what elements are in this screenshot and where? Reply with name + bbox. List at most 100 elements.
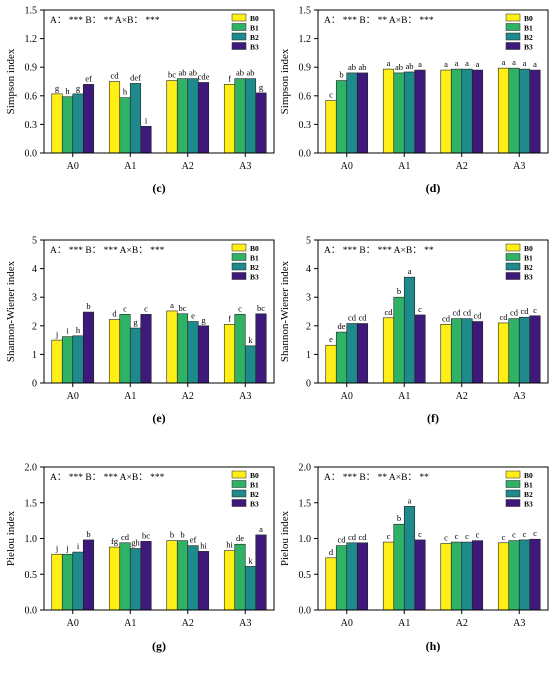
y-tick-label: 2.0 <box>25 463 38 474</box>
significance-letter: cd <box>348 313 357 323</box>
significance-letter: b <box>339 70 343 80</box>
x-tick-label: A0 <box>341 161 353 172</box>
panel-label: (e) <box>152 411 165 425</box>
significance-letter: hi <box>200 540 207 550</box>
significance-letter: cd <box>463 308 472 318</box>
y-tick-label: 0.3 <box>25 120 38 131</box>
bar-b1-a1 <box>119 314 131 384</box>
y-tick-label: 1.5 <box>299 6 312 17</box>
significance-letter: ef <box>190 535 197 545</box>
significance-letter: b <box>86 301 90 311</box>
bar-b2-a1 <box>129 327 142 384</box>
panel-label: (f) <box>427 411 439 425</box>
legend-swatch-b3 <box>231 272 247 280</box>
bar-b3-a2 <box>471 321 484 384</box>
significance-letter: a <box>408 266 412 276</box>
bar-b2-a1 <box>129 83 142 154</box>
legend-label: B0 <box>250 244 259 253</box>
legend-label: B1 <box>524 24 533 33</box>
y-axis-label: Pielou index <box>5 510 17 566</box>
legend-label: B2 <box>524 263 533 272</box>
significance-letter: k <box>248 335 253 345</box>
bar-b0-a0 <box>51 93 63 154</box>
bar-b3-a0 <box>356 72 369 154</box>
bar-b1-a0 <box>335 331 348 384</box>
legend-label: B0 <box>524 244 533 253</box>
bar-b1-a0 <box>335 80 348 154</box>
significance-letter: hi <box>226 540 233 550</box>
significance-letter: cd <box>442 313 451 323</box>
significance-letter: a <box>444 59 448 69</box>
x-tick-label: A3 <box>513 161 525 172</box>
legend-swatch-b2 <box>505 32 521 41</box>
y-tick-label: 0.9 <box>25 63 38 74</box>
bar-b0-a2 <box>166 80 178 154</box>
y-axis-label: Shannon-Wiener index <box>5 260 17 362</box>
bar-b2-a2 <box>187 321 199 384</box>
x-tick-label: A3 <box>239 391 251 402</box>
significance-letter: ab <box>236 68 244 78</box>
x-tick-label: A0 <box>341 618 353 629</box>
significance-letter: i <box>77 541 80 551</box>
y-tick-label: 1.5 <box>299 498 312 509</box>
significance-letter: i <box>66 326 69 336</box>
x-tick-label: A0 <box>67 161 79 172</box>
significance-letter: g <box>201 315 206 325</box>
significance-letter: c <box>455 531 459 541</box>
legend-swatch-b2 <box>505 262 521 271</box>
bar-b2-a0 <box>346 542 358 611</box>
x-tick-label: A1 <box>124 391 136 402</box>
x-tick-label: A2 <box>456 161 468 172</box>
legend-label: B3 <box>250 273 259 282</box>
bar-b3-a2 <box>471 69 484 154</box>
bar-b0-a1 <box>108 319 121 384</box>
bar-b1-a3 <box>508 540 520 611</box>
y-tick-label: 0.0 <box>25 149 38 160</box>
anova-significance: A： *** B： ** A×B： *** <box>50 16 160 26</box>
significance-letter: d <box>112 309 117 319</box>
significance-letter: a <box>418 59 422 69</box>
significance-letter: bc <box>168 70 176 80</box>
y-tick-label: 1 <box>306 350 311 361</box>
significance-letter: f <box>228 73 231 83</box>
anova-significance: A： *** B： ** A×B： *** <box>324 16 434 26</box>
legend-swatch-b0 <box>231 243 247 252</box>
bar-b3-a3 <box>529 69 541 154</box>
bar-b3-a1 <box>140 314 152 384</box>
significance-letter: k <box>248 555 253 565</box>
bar-b0-a2 <box>440 543 452 611</box>
bar-b3-a3 <box>255 534 267 611</box>
bar-b0-a1 <box>382 68 395 154</box>
significance-letter: a <box>465 58 469 68</box>
y-tick-label: 0.0 <box>25 606 38 617</box>
y-tick-label: 0.0 <box>299 149 312 160</box>
significance-letter: cd <box>510 308 519 318</box>
bar-b3-a2 <box>197 551 210 611</box>
legend-swatch-b2 <box>505 489 521 498</box>
significance-letter: a <box>476 59 480 69</box>
bar-b3-a0 <box>356 542 369 611</box>
bar-b1-a3 <box>234 78 246 154</box>
x-tick-label: A2 <box>456 618 468 629</box>
significance-letter: bc <box>142 530 150 540</box>
bar-b0-a3 <box>497 322 510 384</box>
significance-letter: g <box>55 83 60 93</box>
significance-letter: a <box>259 524 263 534</box>
bar-b1-a0 <box>61 553 74 611</box>
significance-letter: bc <box>178 303 186 313</box>
significance-letter: cd <box>337 535 346 545</box>
bar-b0-a0 <box>325 100 337 154</box>
significance-letter: gh <box>131 538 140 548</box>
bar-b1-a0 <box>61 336 74 384</box>
legend-swatch-b0 <box>505 243 521 252</box>
significance-letter: cd <box>110 71 119 81</box>
bar-b1-a2 <box>176 78 189 154</box>
plot-frame <box>317 239 549 384</box>
legend-swatch-b2 <box>231 489 247 498</box>
